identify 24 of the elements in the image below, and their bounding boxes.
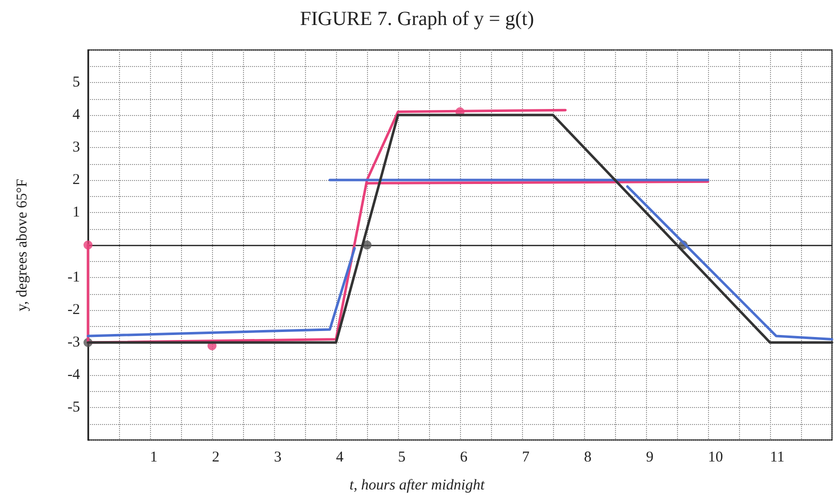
y-tick-label: -1: [68, 270, 80, 286]
x-tick-label: 2: [212, 450, 220, 466]
x-tick-label: 7: [522, 450, 530, 466]
y-tick-label: 1: [72, 204, 80, 220]
x-tick-label: 8: [584, 450, 592, 466]
x-tick-label: 5: [398, 450, 406, 466]
chart-title: FIGURE 7. Graph of y = g(t): [300, 8, 534, 30]
y-tick-label: -3: [68, 334, 80, 350]
y-tick-label: -5: [68, 400, 80, 416]
x-tick-label: 10: [708, 450, 723, 466]
x-axis-title: t, hours after midnight: [349, 478, 486, 494]
x-tick-label: 11: [770, 450, 784, 466]
y-axis-title: y, degrees above 65°F: [14, 178, 30, 312]
x-tick-label: 1: [150, 450, 158, 466]
y-tick-label: -4: [68, 367, 80, 383]
x-tick-label: 6: [460, 450, 468, 466]
x-tick-label: 9: [646, 450, 654, 466]
y-tick-label: 5: [72, 74, 80, 90]
y-tick-label: 4: [72, 107, 80, 123]
x-tick-label: 4: [336, 450, 344, 466]
x-tick-label: 3: [274, 450, 282, 466]
y-tick-label: 2: [72, 172, 80, 188]
y-tick-label: -2: [68, 302, 80, 318]
y-tick-label: 3: [72, 140, 80, 156]
